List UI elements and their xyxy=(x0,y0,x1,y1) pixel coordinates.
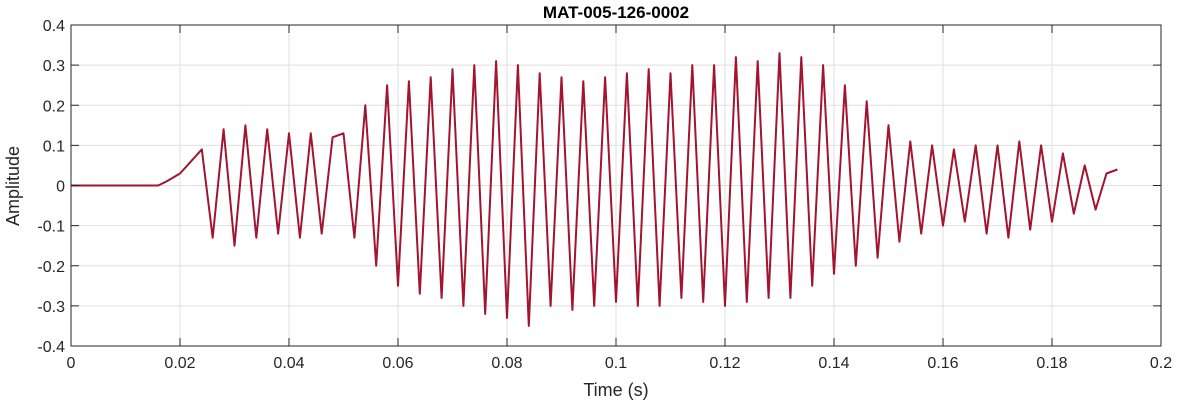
x-tick-label: 0.14 xyxy=(818,355,849,372)
series-line xyxy=(71,52,1118,327)
y-axis-label: Amplitude xyxy=(3,146,23,226)
y-tick-label: -0.4 xyxy=(37,339,65,356)
y-tick-label: -0.1 xyxy=(37,219,65,236)
x-axis-label: Time (s) xyxy=(583,380,648,400)
chart-title: MAT-005-126-0002 xyxy=(543,3,689,22)
y-tick-label: 0 xyxy=(56,179,65,196)
x-tick-label: 0.04 xyxy=(273,355,304,372)
x-tick-label: 0.2 xyxy=(1150,355,1172,372)
y-tick-label: 0.1 xyxy=(43,138,65,155)
y-tick-label: 0.2 xyxy=(43,98,65,115)
ticks xyxy=(70,24,1162,347)
x-tick-label: 0.02 xyxy=(164,355,195,372)
x-tick-label: 0.08 xyxy=(491,355,522,372)
x-tick-label: 0.1 xyxy=(605,355,627,372)
y-tick-label: 0.3 xyxy=(43,58,65,75)
x-tick-label: 0.12 xyxy=(709,355,740,372)
y-tick-label: -0.3 xyxy=(37,299,65,316)
x-tick-label: 0 xyxy=(67,355,76,372)
x-tick-label: 0.16 xyxy=(927,355,958,372)
series-layer xyxy=(71,52,1118,327)
x-tick-labels: 0 0.02 0.04 0.06 0.08 0.1 0.12 0.14 0.16 0.18 0.2 xyxy=(67,355,1173,372)
y-tick-labels: -0.4 -0.3 -0.2 -0.1 0 0.1 0.2 0.3 0.4 xyxy=(37,18,65,356)
y-tick-label: 0.4 xyxy=(43,18,65,35)
x-tick-label: 0.06 xyxy=(382,355,413,372)
x-tick-label: 0.18 xyxy=(1036,355,1067,372)
y-tick-label: -0.2 xyxy=(37,259,65,276)
